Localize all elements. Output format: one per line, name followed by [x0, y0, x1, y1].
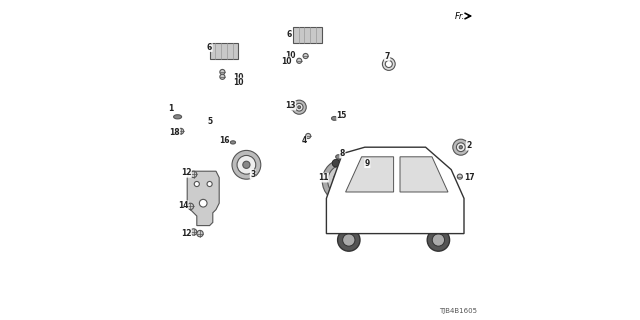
- Bar: [293, 27, 322, 43]
- Circle shape: [195, 181, 200, 187]
- Circle shape: [323, 159, 366, 203]
- Text: 5: 5: [207, 117, 212, 126]
- Circle shape: [432, 234, 445, 246]
- Polygon shape: [326, 147, 464, 234]
- Circle shape: [459, 146, 463, 149]
- Circle shape: [191, 171, 197, 178]
- Circle shape: [333, 170, 355, 192]
- Text: 15: 15: [337, 111, 347, 120]
- Circle shape: [220, 74, 225, 79]
- Text: 11: 11: [318, 173, 328, 182]
- Circle shape: [338, 229, 360, 251]
- Text: 17: 17: [465, 173, 475, 182]
- Circle shape: [243, 161, 250, 168]
- Circle shape: [295, 103, 303, 111]
- Circle shape: [406, 175, 413, 183]
- Text: 10: 10: [281, 57, 292, 66]
- Text: 8: 8: [340, 149, 345, 158]
- Circle shape: [237, 156, 256, 174]
- Circle shape: [207, 181, 212, 187]
- Text: 2: 2: [466, 141, 472, 150]
- Circle shape: [340, 176, 348, 185]
- Text: 14: 14: [178, 201, 188, 210]
- Circle shape: [292, 100, 307, 114]
- Text: 12: 12: [181, 168, 191, 177]
- Circle shape: [362, 162, 367, 167]
- Circle shape: [178, 128, 184, 134]
- Circle shape: [303, 53, 308, 59]
- Circle shape: [220, 69, 225, 75]
- Ellipse shape: [290, 104, 296, 110]
- Circle shape: [200, 199, 207, 207]
- Ellipse shape: [332, 116, 337, 120]
- Polygon shape: [187, 171, 219, 226]
- Circle shape: [297, 58, 302, 63]
- Text: 13: 13: [285, 101, 296, 110]
- Ellipse shape: [336, 155, 342, 159]
- Circle shape: [425, 159, 433, 167]
- Circle shape: [385, 60, 392, 68]
- Circle shape: [456, 143, 465, 152]
- Text: 18: 18: [169, 128, 180, 137]
- Text: TJB4B1605: TJB4B1605: [439, 308, 477, 314]
- Circle shape: [232, 150, 261, 179]
- Circle shape: [345, 175, 353, 183]
- Polygon shape: [400, 157, 448, 192]
- Text: 6: 6: [207, 43, 212, 52]
- Text: 10: 10: [285, 51, 296, 60]
- Text: 7: 7: [385, 52, 390, 60]
- Circle shape: [188, 203, 193, 210]
- Circle shape: [298, 106, 301, 108]
- Circle shape: [328, 164, 360, 197]
- Circle shape: [458, 174, 463, 179]
- Text: 4: 4: [301, 136, 307, 145]
- Text: 3: 3: [250, 170, 255, 179]
- Text: 6: 6: [287, 30, 292, 39]
- Circle shape: [191, 229, 197, 235]
- Circle shape: [431, 175, 439, 183]
- Polygon shape: [346, 157, 394, 192]
- Text: 10: 10: [233, 73, 244, 82]
- Text: 9: 9: [365, 159, 370, 168]
- Circle shape: [396, 150, 404, 157]
- Text: 10: 10: [233, 78, 244, 87]
- Bar: [210, 43, 239, 59]
- Text: Fr.: Fr.: [454, 12, 465, 20]
- Circle shape: [332, 159, 340, 167]
- Circle shape: [197, 230, 204, 237]
- Circle shape: [383, 58, 395, 70]
- Text: 16: 16: [219, 136, 229, 145]
- Circle shape: [428, 229, 449, 251]
- Text: 1: 1: [168, 104, 174, 113]
- Circle shape: [453, 139, 468, 155]
- Text: 12: 12: [181, 229, 191, 238]
- Ellipse shape: [173, 115, 182, 119]
- Ellipse shape: [230, 141, 236, 144]
- Circle shape: [306, 133, 311, 139]
- Circle shape: [342, 234, 355, 246]
